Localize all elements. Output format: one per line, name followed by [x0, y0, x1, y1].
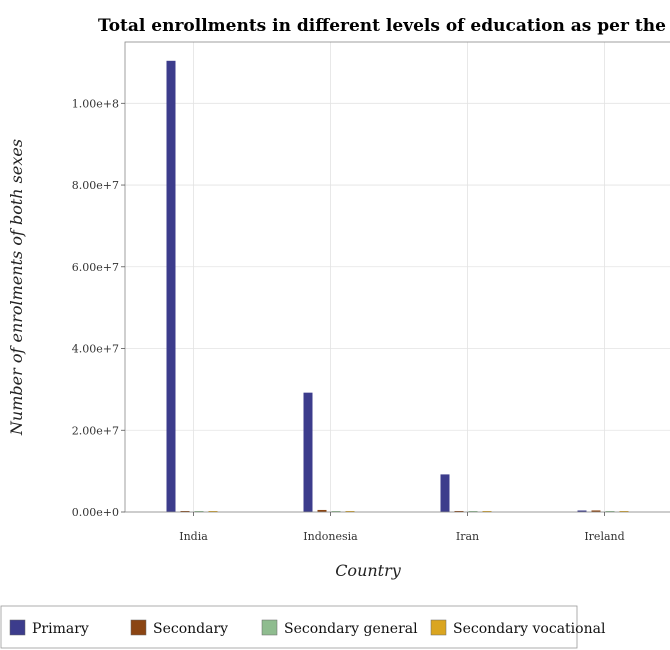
bar-primary-ireland [577, 510, 587, 512]
y-tick-label: 6.00e+7 [72, 261, 119, 274]
y-axis-ticks: 0.00e+0 2.00e+7 4.00e+7 6.00e+7 8.00e+7 1.00e… [72, 97, 125, 519]
bar-secondary-general-iran [468, 511, 478, 512]
bars [166, 60, 629, 513]
bar-secondary-vocational-iran [482, 511, 492, 512]
bar-primary-iran [440, 474, 450, 512]
bar-secondary-general-india [194, 511, 204, 512]
legend: Primary Secondary Secondary general Seconda… [0, 605, 606, 649]
legend-swatch [9, 619, 26, 636]
legend-label: Secondary general [284, 621, 418, 637]
y-tick-label: 8.00e+7 [72, 179, 119, 192]
bar-secondary-vocational-india [208, 511, 218, 512]
x-axis-ticks: India Indonesia Iran Ireland [179, 512, 625, 543]
y-axis-label: Number of enrolments of both sexes [7, 139, 26, 436]
x-tick-label: Iran [456, 530, 479, 543]
legend-box [0, 605, 578, 649]
legend-swatch [130, 619, 147, 636]
legend-swatch [430, 619, 447, 636]
x-axis-label: Country [335, 561, 402, 580]
bar-secondary-vocational-ireland [619, 511, 629, 512]
x-tick-label: Ireland [584, 530, 624, 543]
legend-label: Secondary [153, 621, 228, 637]
y-tick-label: 2.00e+7 [72, 424, 119, 437]
bar-secondary-indonesia [317, 509, 327, 512]
bar-secondary-vocational-indonesia [345, 511, 355, 512]
legend-label: Primary [32, 621, 89, 637]
x-tick-label: India [179, 530, 208, 543]
chart-title: Total enrollments in different levels of… [98, 16, 670, 36]
y-tick-label: 1.00e+8 [72, 97, 119, 110]
y-tick-label: 4.00e+7 [72, 343, 119, 356]
bar-primary-india [166, 60, 176, 513]
bar-secondary-general-ireland [605, 511, 615, 512]
x-tick-label: Indonesia [303, 530, 358, 543]
y-tick-label: 0.00e+0 [72, 506, 119, 519]
bar-secondary-ireland [591, 510, 601, 512]
legend-label: Secondary vocational [453, 621, 606, 637]
legend-swatch [261, 619, 278, 636]
bar-secondary-general-indonesia [331, 511, 341, 512]
bar-secondary-iran [454, 511, 464, 512]
grid [125, 42, 670, 513]
bar-primary-indonesia [303, 392, 313, 512]
bar-secondary-india [180, 511, 190, 512]
plot-area-frame [124, 41, 670, 513]
